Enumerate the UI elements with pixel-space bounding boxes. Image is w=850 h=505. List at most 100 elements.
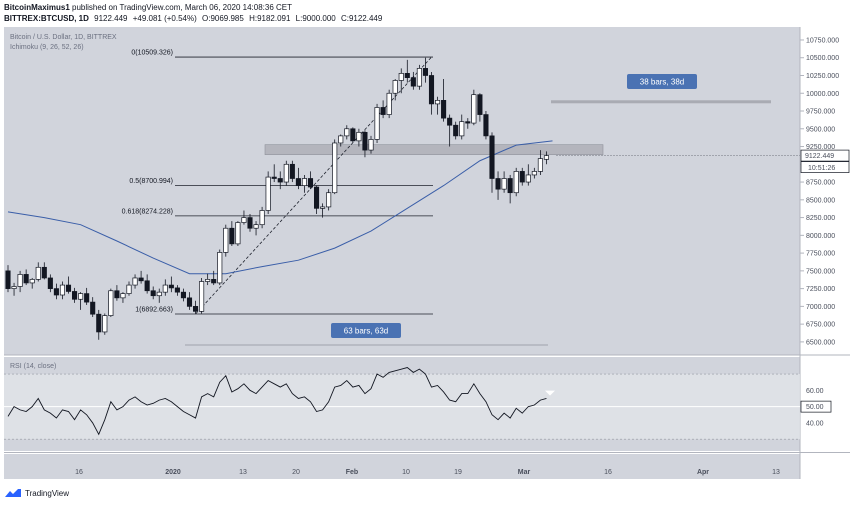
candle-body bbox=[314, 186, 320, 209]
low-value: L:9000.000 bbox=[295, 14, 336, 23]
bars-range-label-38: 38 bars, 38d bbox=[627, 74, 697, 89]
published-text: published on TradingView.com, March 06, … bbox=[72, 3, 293, 12]
candle-body bbox=[241, 217, 247, 223]
candle bbox=[217, 249, 223, 286]
price-tick-label: 10250.000 bbox=[806, 73, 839, 80]
candle-body bbox=[90, 301, 96, 315]
rsi-label: RSI (14, close) bbox=[10, 363, 56, 370]
candle bbox=[350, 127, 356, 143]
candle bbox=[368, 135, 374, 154]
candle bbox=[471, 89, 477, 126]
candle-body bbox=[519, 171, 525, 183]
candle-body bbox=[489, 135, 495, 179]
candle bbox=[465, 118, 471, 129]
publish-info: BitcoinMaximus1 published on TradingView… bbox=[4, 3, 292, 12]
price-tick-label: 8500.000 bbox=[806, 197, 835, 204]
candle-body bbox=[120, 293, 126, 299]
candle bbox=[108, 288, 114, 318]
candle bbox=[459, 114, 465, 140]
candle bbox=[11, 282, 17, 296]
candle bbox=[78, 292, 84, 310]
candle-body bbox=[211, 279, 217, 284]
candle-body bbox=[459, 121, 465, 137]
candle bbox=[120, 292, 126, 303]
candle-body bbox=[59, 284, 66, 296]
open-value: O:9069.985 bbox=[202, 14, 244, 23]
candle bbox=[132, 274, 138, 289]
candle-body bbox=[41, 266, 47, 279]
candle-body bbox=[338, 135, 344, 144]
candle bbox=[477, 93, 483, 122]
time-tick-label: 10 bbox=[402, 469, 410, 476]
candle-body bbox=[513, 171, 519, 194]
chart-area[interactable]: Bitcoin / U.S. Dollar, 1D, BITTREX Ichim… bbox=[0, 27, 850, 485]
candle bbox=[525, 164, 531, 186]
candle bbox=[17, 270, 23, 293]
price-tick-label: 10750.000 bbox=[806, 37, 839, 44]
time-tick-label: 19 bbox=[454, 469, 462, 476]
candle bbox=[386, 89, 392, 119]
candle bbox=[489, 132, 495, 193]
price-change: +49.081 (+0.54%) bbox=[132, 14, 197, 23]
candle bbox=[96, 309, 102, 340]
time-tick-label: Apr bbox=[697, 469, 709, 476]
candle bbox=[392, 79, 398, 101]
candle-body bbox=[253, 224, 259, 229]
candle-body bbox=[102, 315, 108, 333]
candle bbox=[404, 59, 410, 83]
candle-body bbox=[47, 277, 53, 289]
price-axis[interactable]: 10750.000 10500.000 10250.000 10000.000 9750… bbox=[800, 37, 839, 346]
candle bbox=[193, 300, 199, 314]
candle bbox=[344, 125, 350, 140]
candle-body bbox=[132, 277, 138, 286]
price-tick-label: 7000.000 bbox=[806, 304, 835, 311]
time-axis[interactable]: 16 2020 13 20 Feb 10 19 Mar 16 Apr 13 bbox=[75, 469, 780, 476]
price-tick-label: 7500.000 bbox=[806, 268, 835, 275]
candle bbox=[320, 203, 326, 218]
candle bbox=[507, 174, 513, 204]
candle bbox=[223, 224, 229, 257]
candle bbox=[422, 57, 429, 83]
time-tick-label: 20 bbox=[292, 469, 300, 476]
price-tick-label: 6500.000 bbox=[806, 339, 835, 346]
candle bbox=[126, 281, 132, 296]
candle-body bbox=[180, 291, 187, 299]
resistance-zone bbox=[264, 144, 604, 155]
author-name[interactable]: BitcoinMaximus1 bbox=[4, 3, 70, 12]
candle-body bbox=[29, 279, 35, 284]
candle bbox=[265, 171, 271, 215]
rsi-value-box bbox=[800, 400, 832, 413]
rsi-value-label: 50.00 bbox=[806, 404, 824, 411]
candle bbox=[531, 167, 537, 179]
tradingview-logo[interactable]: TradingView bbox=[4, 488, 69, 498]
candle-body bbox=[71, 291, 78, 300]
fib-retracement[interactable]: 0(10509.326) 0.5(8700.994) 0.618(8274.228)… bbox=[122, 50, 433, 315]
candle-body bbox=[507, 178, 513, 194]
candle bbox=[441, 79, 447, 122]
rsi-tick-label: 40.00 bbox=[806, 420, 824, 427]
symbol-label: BITTREX:BTCUSD, 1D bbox=[4, 14, 89, 23]
price-tick-label: 8250.000 bbox=[806, 215, 835, 222]
candle-body bbox=[326, 192, 332, 208]
candle-body bbox=[483, 114, 489, 137]
candle-body bbox=[96, 313, 102, 333]
candle bbox=[71, 287, 78, 303]
candle bbox=[144, 274, 150, 294]
price-tick-label: 10000.000 bbox=[806, 91, 839, 98]
candle-series bbox=[5, 57, 550, 340]
price-tick-label: 7250.000 bbox=[806, 286, 835, 293]
candle-body bbox=[380, 107, 386, 115]
candle bbox=[138, 270, 144, 284]
chart-title: Bitcoin / U.S. Dollar, 1D, BITTREX bbox=[10, 34, 117, 41]
candle-body bbox=[78, 293, 84, 300]
candle-body bbox=[344, 128, 350, 137]
candle bbox=[247, 214, 253, 232]
candle bbox=[114, 285, 120, 301]
candle bbox=[186, 292, 193, 310]
time-axis-band bbox=[4, 454, 800, 479]
candle-body bbox=[289, 163, 295, 179]
candle-body bbox=[435, 100, 441, 105]
candle-body bbox=[320, 206, 326, 209]
candle-body bbox=[53, 288, 59, 296]
candle-body bbox=[23, 274, 29, 284]
